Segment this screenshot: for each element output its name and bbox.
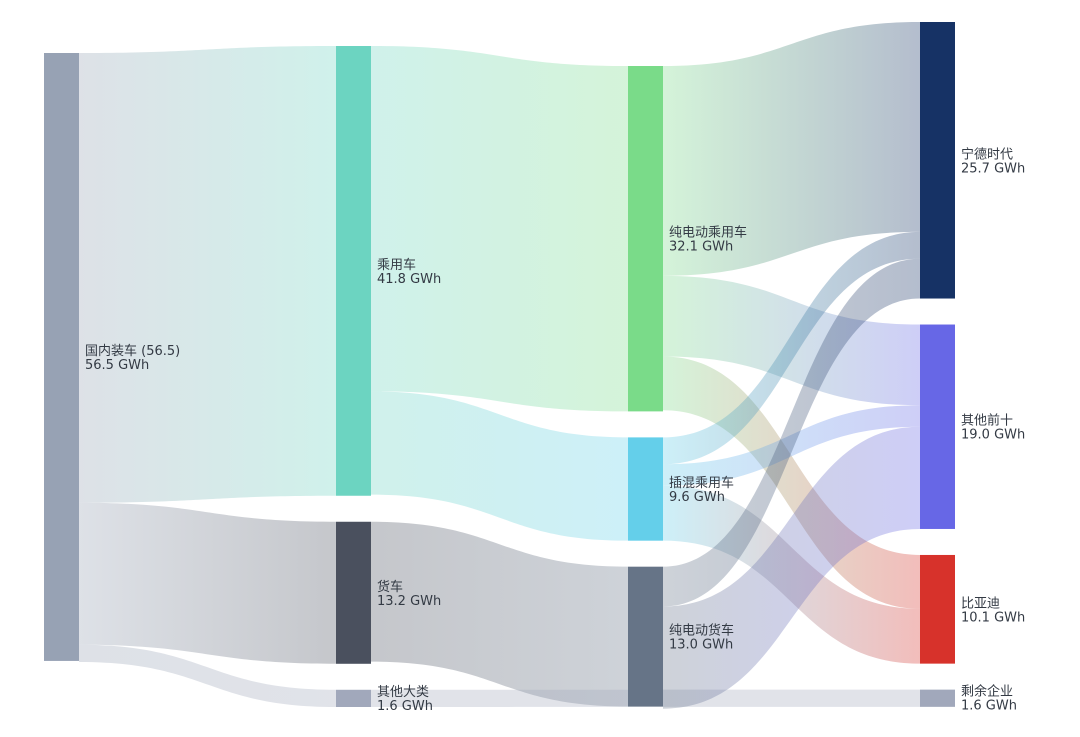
node-value-bev_truck: 13.0 GWh	[669, 638, 733, 653]
node-label-truck: 货车	[377, 579, 403, 595]
link-bev_passenger-to-catl	[663, 22, 920, 276]
node-other_top10	[920, 324, 955, 529]
node-value-truck: 13.2 GWh	[377, 594, 441, 609]
node-label-phev_passenger: 插混乘用车	[669, 475, 734, 491]
node-label-bev_passenger: 纯电动乘用车	[669, 225, 747, 241]
node-label-catl: 宁德时代	[961, 146, 1013, 162]
node-value-passenger: 41.8 GWh	[377, 272, 441, 287]
node-bev_passenger	[628, 66, 663, 412]
link-truck-to-bev_truck	[371, 521, 628, 707]
node-other_large	[336, 689, 371, 707]
node-label-bev_truck: 纯电动货车	[669, 623, 734, 639]
link-passenger-to-bev_passenger	[371, 46, 628, 412]
node-label-other_large: 其他大类	[377, 685, 429, 700]
node-value-remaining: 1.6 GWh	[961, 699, 1017, 714]
node-value-catl: 25.7 GWh	[961, 161, 1025, 176]
node-value-other_large: 1.6 GWh	[377, 699, 433, 714]
node-label-remaining: 剩余企业	[961, 684, 1013, 700]
node-remaining	[920, 689, 955, 707]
node-phev_passenger	[628, 437, 663, 541]
link-passenger-to-phev_passenger	[371, 391, 628, 541]
link-domestic-to-passenger	[79, 46, 336, 503]
node-label-other_top10: 其他前十	[961, 413, 1013, 429]
link-bev_truck-to-other_top10	[663, 426, 920, 709]
link-domestic-to-truck	[79, 502, 336, 664]
node-label-domestic: 国内装车 (56.5)	[85, 343, 180, 359]
node-truck	[336, 521, 371, 664]
node-label-passenger: 乘用车	[377, 257, 416, 273]
node-byd	[920, 554, 955, 664]
link-bev_truck-to-catl	[663, 258, 920, 607]
sankey-links	[79, 22, 920, 709]
node-passenger	[336, 46, 371, 496]
node-value-domestic: 56.5 GWh	[85, 358, 149, 373]
link-domestic-to-other_large	[79, 644, 336, 707]
node-bev_truck	[628, 566, 663, 707]
node-value-byd: 10.1 GWh	[961, 610, 1025, 625]
node-value-other_top10: 19.0 GWh	[961, 428, 1025, 443]
node-value-bev_passenger: 32.1 GWh	[669, 240, 733, 255]
node-catl	[920, 22, 955, 299]
node-value-phev_passenger: 9.6 GWh	[669, 490, 725, 505]
node-domestic	[44, 53, 79, 661]
link-phev_passenger-to-catl	[663, 231, 920, 465]
node-label-byd: 比亚迪	[961, 596, 1000, 611]
sankey-nodes	[44, 22, 955, 707]
